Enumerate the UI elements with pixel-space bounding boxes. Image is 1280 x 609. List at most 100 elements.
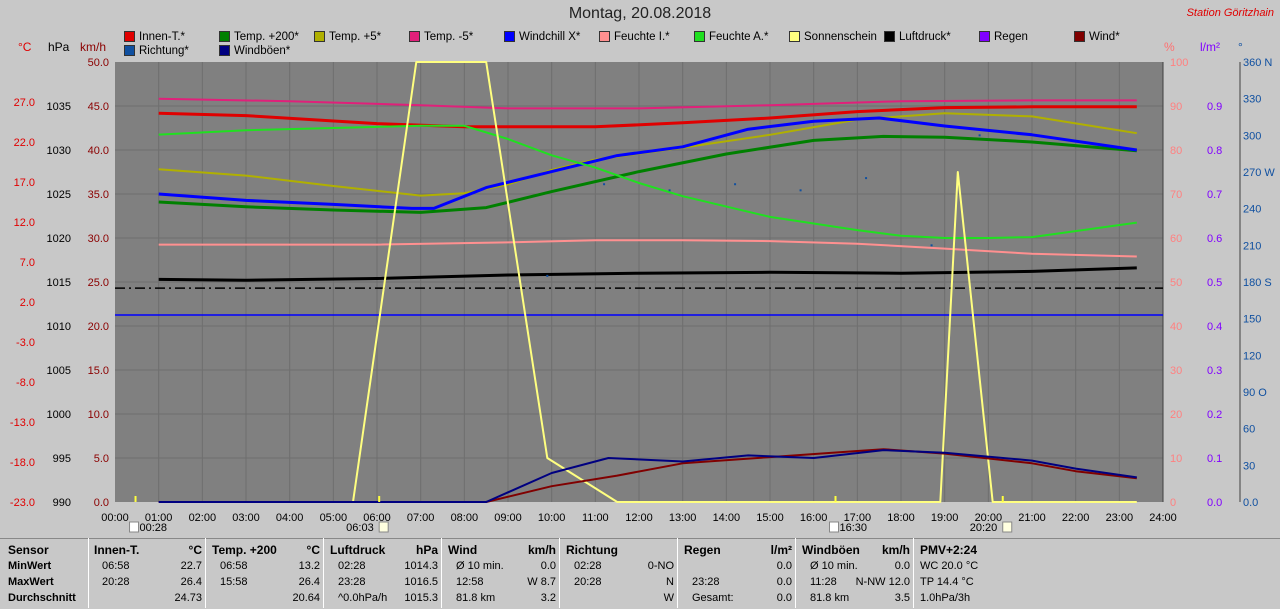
legend-label: Sonnenschein [804,31,877,43]
stats-cell: TP 14.4 °C [920,576,974,588]
direction-point [603,183,606,186]
tick-label-humidity: 70 [1170,189,1182,201]
tick-label-time: 05:00 [320,512,348,524]
tick-label-pressure: 990 [53,497,71,509]
unit-degree: ° [1238,40,1243,54]
legend-label: Regen [994,31,1028,43]
legend-item: Wind* [1074,31,1120,43]
tick-label-pressure: 1000 [47,409,71,421]
legend-label: Luftdruck* [899,31,951,43]
tick-label-direction: 330 [1243,94,1261,106]
stats-divider [323,538,324,608]
tick-label-time: 19:00 [931,512,959,524]
tick-label-temp: 2.0 [20,297,35,309]
stats-divider [441,538,442,608]
tick-label-humidity: 10 [1170,453,1182,465]
tick-label-wind: 45.0 [88,101,109,113]
legend-item: Temp. +5* [314,31,381,43]
tick-label-rain: 0.2 [1207,409,1222,421]
tick-label-rain: 0.7 [1207,189,1222,201]
stats-temp200: Temp. +200 °C 06:58 13.2 15:58 26.4 20.64 [212,541,320,607]
stats-cell: WC 20.0 °C [920,560,979,572]
tick-label-direction: 90 O [1243,387,1267,399]
stats-divider [795,538,796,608]
tick-label-time: 20:00 [975,512,1003,524]
stats-divider [677,538,678,608]
legend-item: Temp. -5* [409,31,473,43]
tick-label-time: 04:00 [276,512,304,524]
legend-swatch [314,31,325,42]
stats-cell: 0-NO [647,560,674,572]
tick-label-humidity: 20 [1170,409,1182,421]
tick-label-time: 22:00 [1062,512,1090,524]
legend-swatch [599,31,610,42]
stats-regen: Regen l/m² 0.0 23:28 0.0 Gesamt: 0.0 [684,541,792,607]
tick-label-temp: 22.0 [14,137,35,149]
stats-unit: °C [306,543,320,557]
tick-label-time: 00:00 [101,512,129,524]
stats-divider [559,538,560,608]
legend-label: Windchill X* [519,31,581,43]
tick-label-time: 02:00 [189,512,217,524]
stats-cell: 15:58 [220,576,248,588]
stats-cell: 3.5 [894,592,910,604]
legend-item: Windböen* [219,45,290,57]
tick-label-direction: 120 [1243,350,1261,362]
series-windb-en- [158,449,1137,503]
legend-swatch [124,45,135,56]
tick-label-wind: 20.0 [88,321,109,333]
chart-title: Montag, 20.08.2018 [568,5,712,22]
tick-label-rain: 0.0 [1207,497,1222,509]
marker-icon [1002,521,1013,533]
stats-cell: 0.0 [894,560,910,572]
tick-label-direction: 240 [1243,204,1261,216]
tick-label-time: 06:00 [363,512,391,524]
stats-cell: 20:28 [574,576,602,588]
series-temp-200- [158,134,1137,214]
tick-label-temp: 17.0 [14,177,35,189]
stats-divider [88,538,89,608]
tick-label-time: 07:00 [407,512,435,524]
legend-item: Feuchte I.* [599,31,670,43]
stats-header: Regen [684,543,721,557]
series-feuchte-a- [158,124,1137,239]
tick-label-wind: 5.0 [94,453,109,465]
direction-point [865,177,868,180]
legend-item: Windchill X* [504,31,580,43]
stats-innen: Innen-T. °C 06:58 22.7 20:28 26.4 24.73 [94,541,202,607]
legend-swatch [884,31,895,42]
stats-header: Windböen [802,543,860,557]
tick-label-humidity: 30 [1170,365,1182,377]
stats-panel: Sensor MinWert MaxWert Durchschnitt Inne… [0,538,1280,609]
series-windchill-x- [158,116,1138,210]
stats-cell: 06:58 [220,560,248,572]
stats-cell: 24.73 [174,592,202,604]
tick-label-wind: 35.0 [88,189,109,201]
tick-label-direction: 300 [1243,130,1261,142]
stats-unit: hPa [415,543,438,557]
stats-cell: 20:28 [102,576,130,588]
tick-label-direction: 180 S [1243,277,1272,289]
series-innen-t- [158,105,1137,129]
stats-cell: 0.0 [776,576,792,588]
legend-item: Temp. +200* [219,31,299,43]
tick-label-wind: 50.0 [88,57,109,69]
legend-label: Temp. -5* [424,31,474,43]
tick-label-temp: -3.0 [16,337,35,349]
stats-cell: 1015.3 [404,592,438,604]
tick-label-humidity: 50 [1170,277,1182,289]
tick-label-temp: 27.0 [14,97,35,109]
tick-label-temp: 7.0 [20,257,35,269]
stats-header: Temp. +200 [212,543,277,557]
stats-row-max: MaxWert [8,576,54,588]
stats-cell: W 8.7 [527,576,556,588]
stats-cell: 12:58 [456,576,484,588]
legend-swatch [789,31,800,42]
tick-label-direction: 0.0 [1243,497,1258,509]
tick-label-time: 12:00 [625,512,653,524]
tick-label-temp: 12.0 [14,217,35,229]
tick-label-rain: 0.1 [1207,453,1222,465]
tick-label-pressure: 1015 [47,277,71,289]
stats-cell: 81.8 km [810,592,850,604]
legend-swatch [979,31,990,42]
